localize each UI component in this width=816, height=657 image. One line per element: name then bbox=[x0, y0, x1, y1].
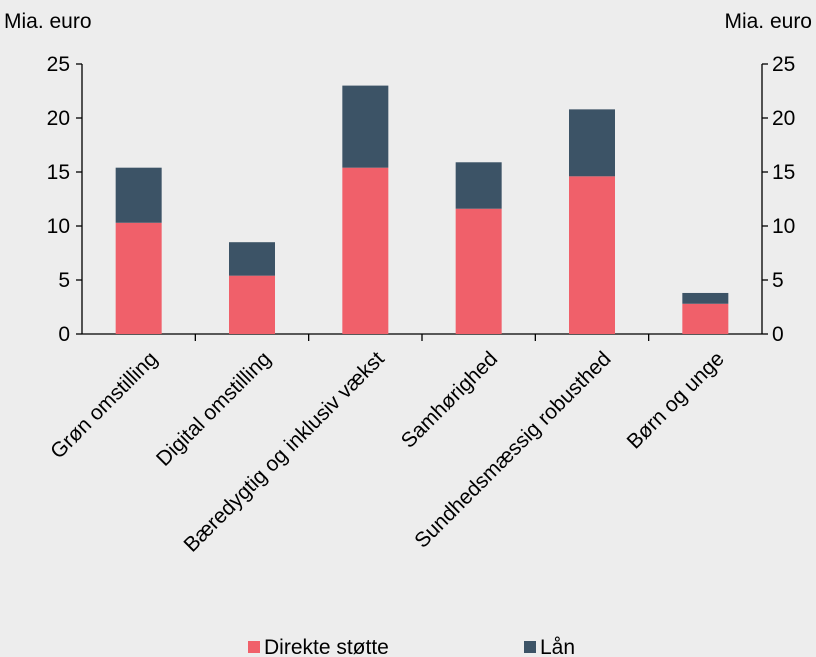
bar-laan bbox=[342, 85, 389, 168]
y-axis-unit-left: Mia. euro bbox=[4, 10, 92, 33]
y-tick-label-left: 10 bbox=[47, 215, 70, 238]
x-category-label: Grøn omstilling bbox=[46, 347, 162, 463]
y-tick-label-right: 10 bbox=[772, 215, 795, 238]
y-tick-label-right: 25 bbox=[772, 53, 795, 76]
y-tick-label-right: 20 bbox=[772, 107, 795, 130]
y-tick-label-left: 15 bbox=[47, 161, 70, 184]
x-category-label: Bæredygtig og inklusiv vækst bbox=[179, 347, 389, 557]
x-category-label: Digital omstilling bbox=[152, 347, 276, 471]
bar-laan bbox=[455, 162, 502, 209]
bar-laan bbox=[569, 109, 615, 177]
bar-direkte-stotte bbox=[682, 303, 729, 334]
bar-direkte-stotte bbox=[115, 222, 162, 334]
y-tick-label-right: 15 bbox=[772, 161, 795, 184]
y-tick-label-left: 0 bbox=[58, 323, 70, 346]
bar-direkte-stotte bbox=[342, 167, 389, 334]
y-tick-label-right: 0 bbox=[772, 323, 784, 346]
y-tick-label-left: 25 bbox=[47, 53, 70, 76]
legend: Direkte støtte Lån bbox=[248, 636, 575, 657]
bars bbox=[115, 85, 729, 334]
bar-laan bbox=[229, 242, 275, 276]
y-axis-unit-right: Mia. euro bbox=[724, 10, 812, 33]
bar-laan bbox=[115, 167, 162, 223]
y-tick-label-right: 5 bbox=[772, 269, 784, 292]
bar-direkte-stotte bbox=[455, 208, 502, 334]
y-tick-label-left: 5 bbox=[58, 269, 70, 292]
x-category-label: Sundhedsmæssig robusthed bbox=[410, 347, 615, 552]
legend-swatch bbox=[248, 641, 260, 653]
legend-label: Direkte støtte bbox=[264, 636, 389, 657]
x-category-label: Samhørighed bbox=[397, 347, 502, 452]
y-tick-label-left: 20 bbox=[47, 107, 70, 130]
axes: 0 0 5 5 10 10 15 15 20 20 25 25 bbox=[47, 53, 796, 346]
legend-swatch bbox=[524, 641, 536, 653]
bar-direkte-stotte bbox=[229, 275, 275, 334]
legend-label: Lån bbox=[540, 636, 575, 657]
x-category-label: Børn og unge bbox=[623, 347, 729, 453]
bar-direkte-stotte bbox=[569, 176, 615, 334]
bar-laan bbox=[682, 292, 729, 304]
